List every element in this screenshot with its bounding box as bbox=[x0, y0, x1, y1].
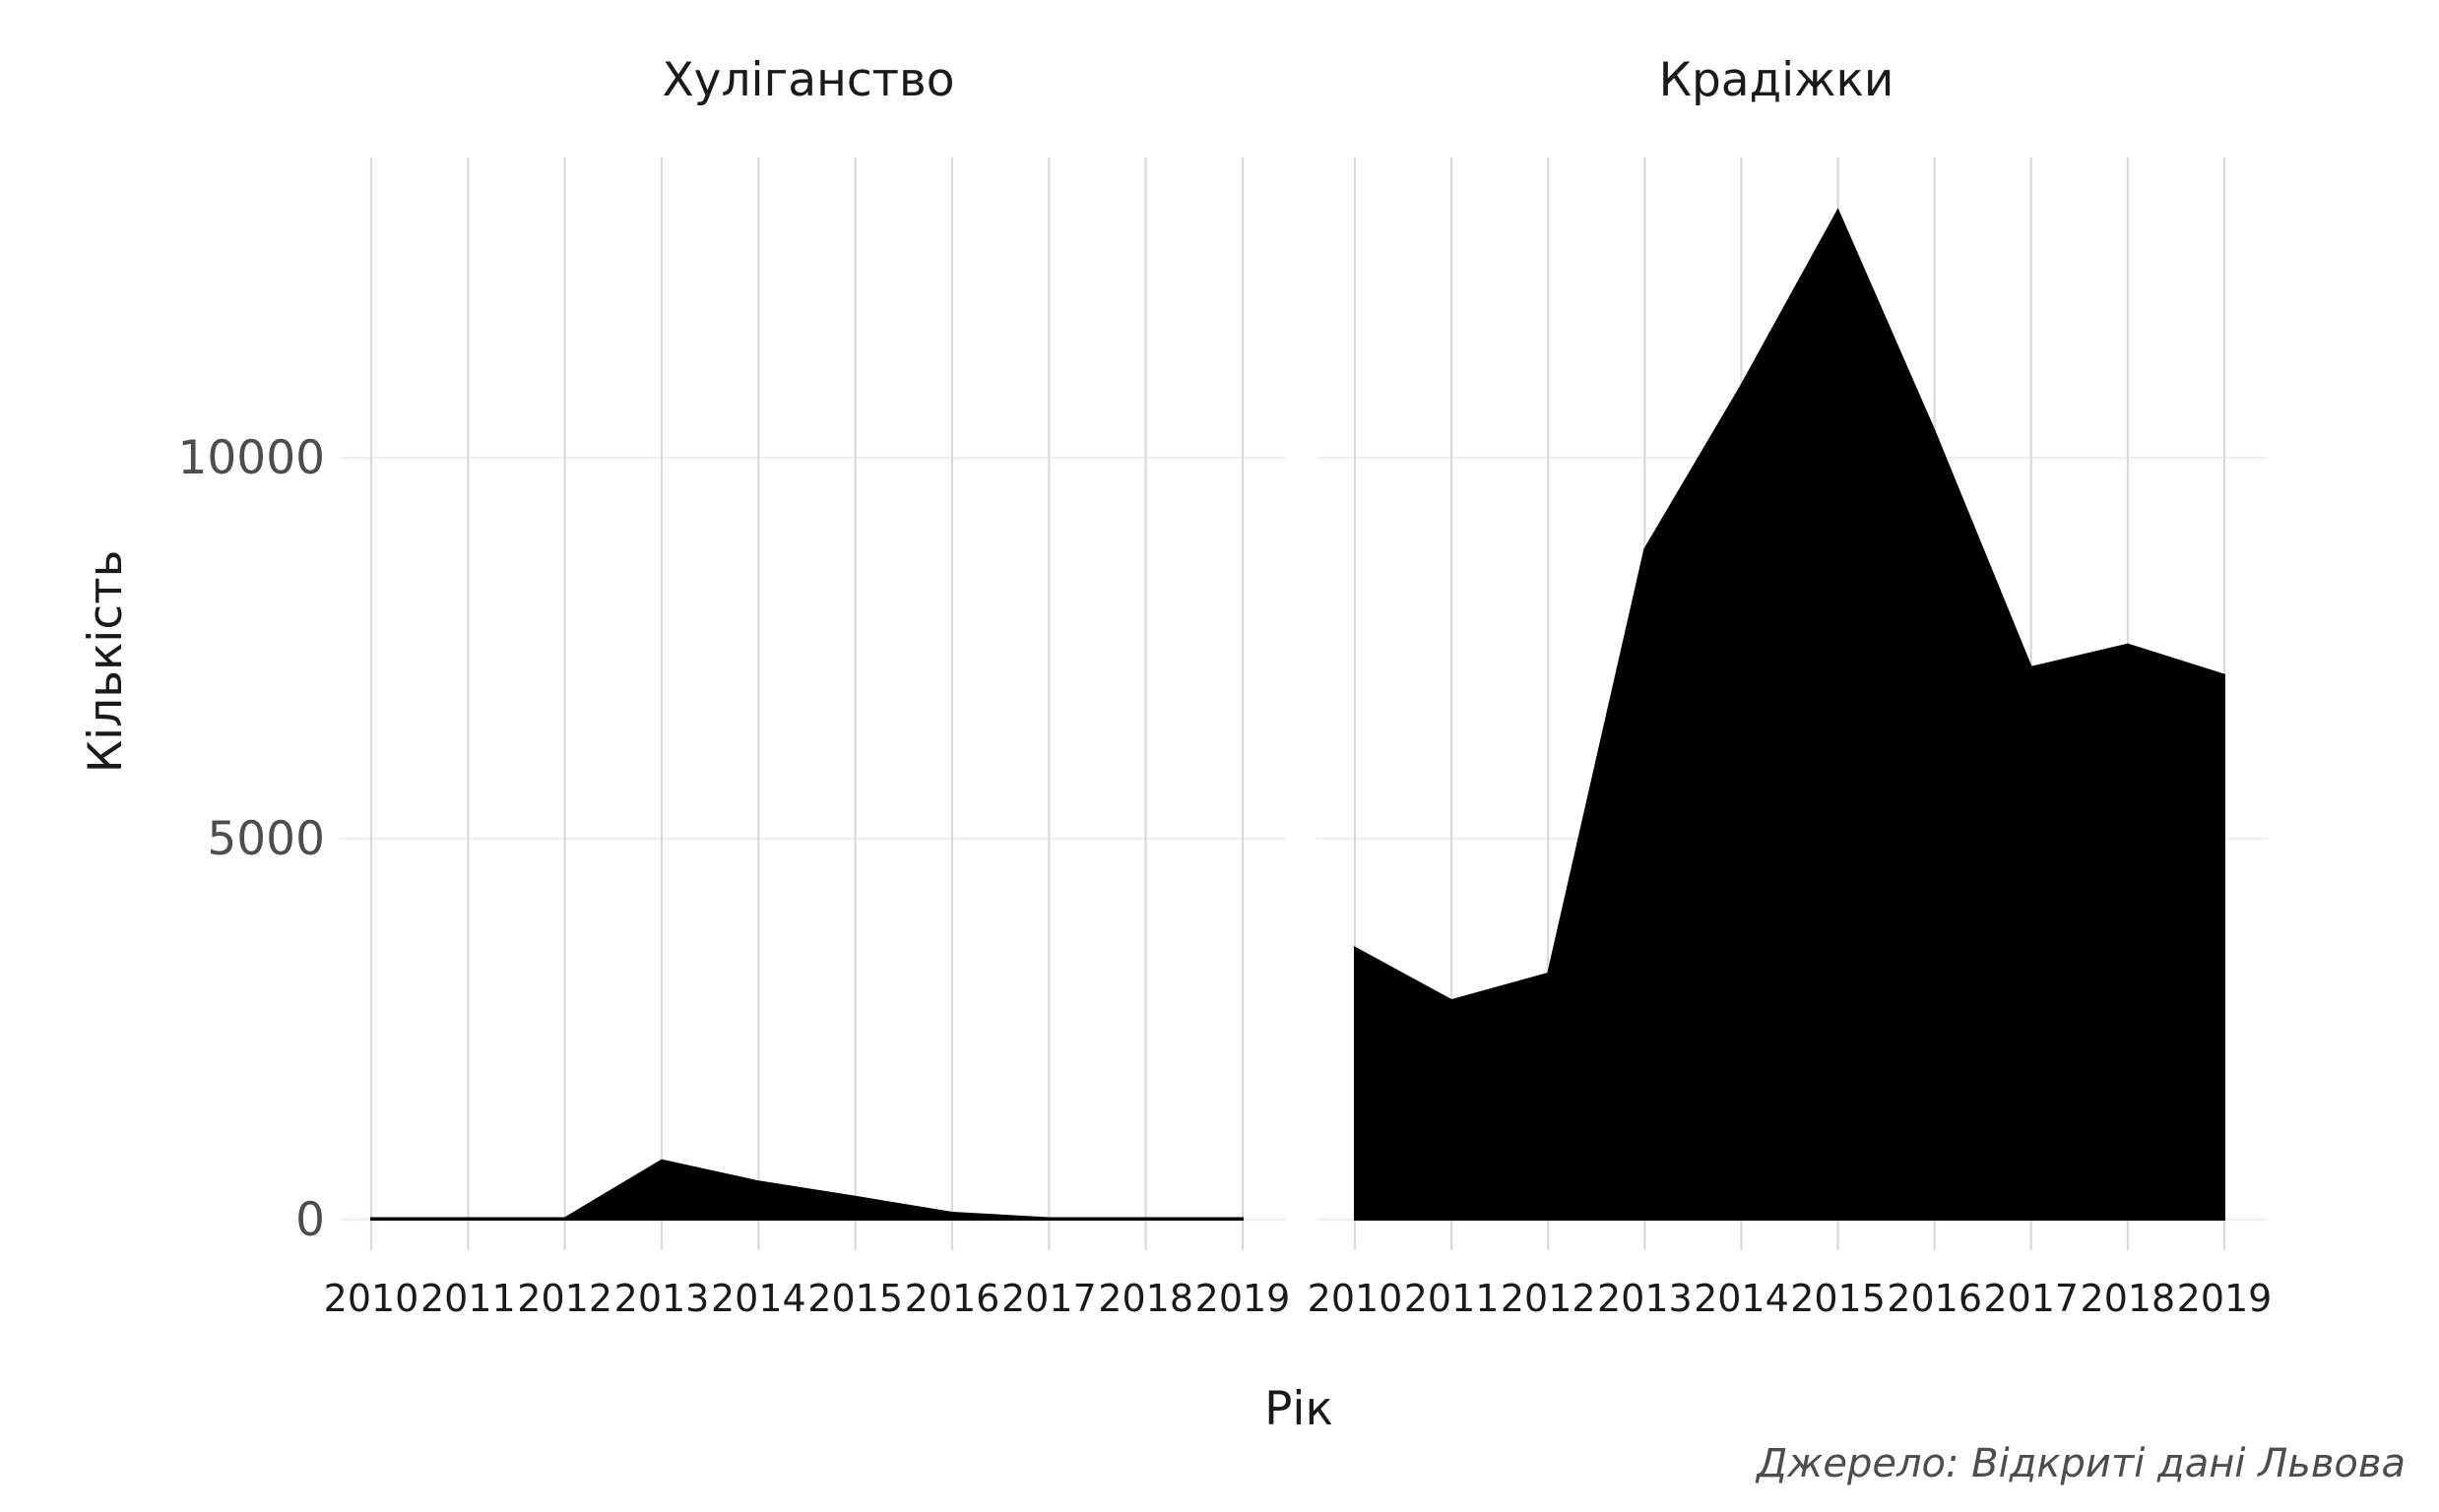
area-series-thefts bbox=[1354, 208, 2225, 1221]
facet-title-thefts: Крадіжки bbox=[1659, 53, 1894, 107]
x-tick-label-2015: 2015 bbox=[1790, 1277, 1886, 1320]
x-tick-label-2011: 2011 bbox=[420, 1277, 516, 1320]
y-axis-title: Кількість bbox=[79, 550, 133, 774]
x-tick-label-2014: 2014 bbox=[711, 1277, 806, 1320]
x-tick-label-2016: 2016 bbox=[905, 1277, 1000, 1320]
x-tick-label-2016: 2016 bbox=[1887, 1277, 1982, 1320]
x-tick-label-2012: 2012 bbox=[517, 1277, 612, 1320]
facet-title-hooliganism: Хуліганство bbox=[662, 53, 954, 107]
x-tick-label-2012: 2012 bbox=[1501, 1277, 1596, 1320]
x-tick-label-2013: 2013 bbox=[614, 1277, 710, 1320]
panel-hooliganism: 2010 2011 2012 2013 2014 2015 2016 2017 2018 2019 bbox=[324, 158, 1291, 1320]
panel-thefts: 2010 2011 2012 2013 2014 2015 2016 2017 2018 2019 bbox=[1308, 158, 2273, 1320]
y-axis-ticks: 0 5000 10000 bbox=[177, 431, 325, 1247]
caption: Джерело: Відкриті дані Львова bbox=[1755, 1441, 2406, 1486]
x-tick-label-2019: 2019 bbox=[2177, 1277, 2273, 1320]
x-tick-label-2013: 2013 bbox=[1597, 1277, 1693, 1320]
x-tick-label-2015: 2015 bbox=[807, 1277, 903, 1320]
x-tick-label-2011: 2011 bbox=[1404, 1277, 1500, 1320]
y-tick-label-10000: 10000 bbox=[177, 431, 325, 485]
x-tick-label-2017: 2017 bbox=[1001, 1277, 1097, 1320]
x-tick-label-2018: 2018 bbox=[2081, 1277, 2176, 1320]
x-tick-label-2010: 2010 bbox=[324, 1277, 419, 1320]
x-tick-label-2010: 2010 bbox=[1308, 1277, 1403, 1320]
x-tick-label-2019: 2019 bbox=[1195, 1277, 1291, 1320]
x-tick-label-2018: 2018 bbox=[1098, 1277, 1193, 1320]
x-axis-title: Рік bbox=[1264, 1382, 1333, 1436]
y-tick-label-5000: 5000 bbox=[207, 812, 325, 866]
y-tick-label-0: 0 bbox=[295, 1193, 325, 1247]
x-tick-label-2014: 2014 bbox=[1694, 1277, 1789, 1320]
area-series-hooliganism bbox=[370, 1159, 1244, 1221]
x-tick-label-2017: 2017 bbox=[1983, 1277, 2079, 1320]
